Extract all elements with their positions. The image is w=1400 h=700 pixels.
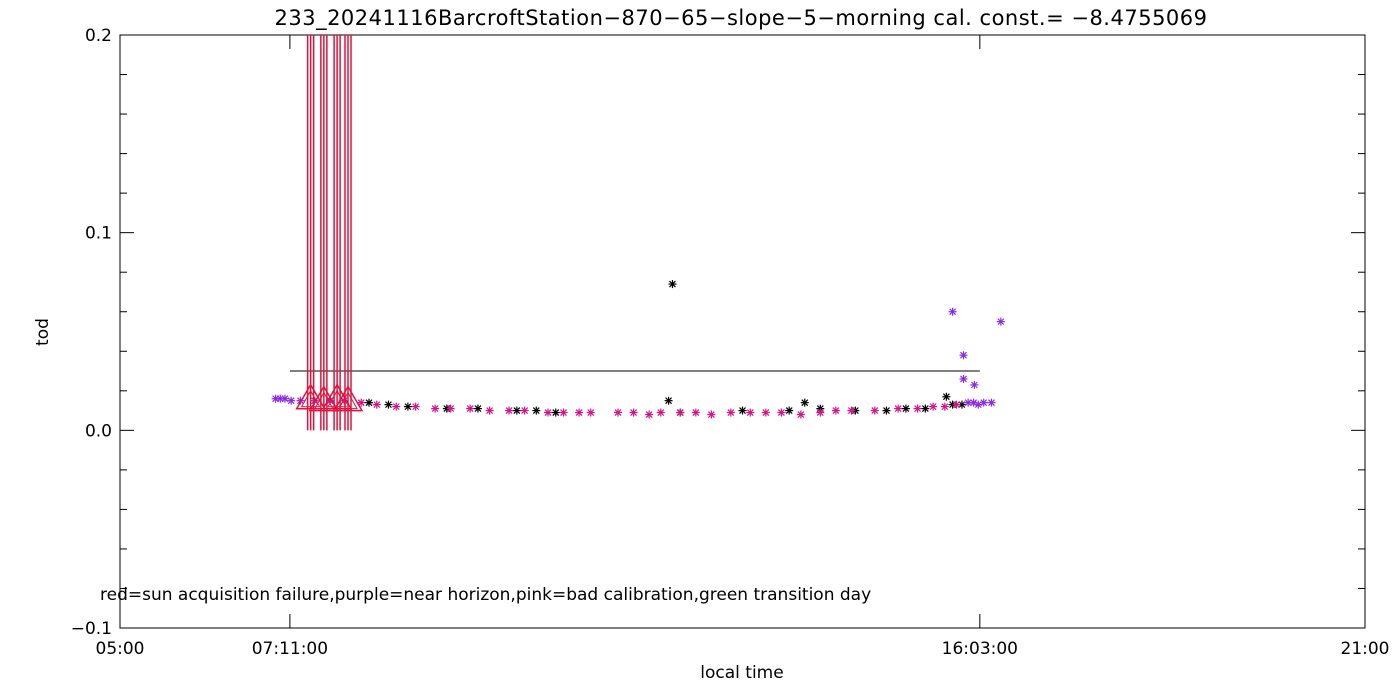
pink-point — [913, 404, 922, 413]
black-point — [473, 404, 482, 413]
pink-point — [411, 402, 420, 411]
pink-point — [520, 406, 529, 415]
purple-point — [979, 398, 988, 407]
purple-point — [948, 307, 957, 316]
pink-point — [870, 406, 879, 415]
data-points — [271, 35, 1005, 431]
red-failure-point — [321, 35, 353, 431]
black-point — [551, 408, 560, 417]
pink-point — [656, 408, 665, 417]
x-axis-label: local time — [700, 663, 783, 683]
black-point — [882, 406, 891, 415]
black-point — [365, 398, 373, 407]
pink-point — [796, 410, 805, 419]
pink-point — [431, 404, 440, 413]
y-tick-label: −0.1 — [71, 619, 112, 639]
pink-point — [629, 408, 638, 417]
pink-point — [831, 406, 840, 415]
pink-point — [392, 402, 401, 411]
pink-point — [614, 408, 622, 417]
pink-point — [505, 406, 514, 415]
pink-point — [816, 408, 825, 417]
purple-point — [970, 380, 979, 389]
black-point — [384, 400, 393, 409]
pink-point — [707, 410, 716, 419]
purple-point — [280, 394, 289, 403]
pink-point — [847, 406, 856, 415]
pink-point — [559, 408, 568, 417]
pink-point — [372, 400, 381, 409]
black-point — [738, 406, 747, 415]
pink-point — [940, 402, 949, 411]
black-point — [901, 404, 910, 413]
pink-point — [761, 408, 770, 417]
pink-point — [929, 402, 938, 411]
legend-note: red=sun acquisition failure,purple=near … — [100, 585, 871, 605]
x-tick-label: 16:03:00 — [942, 639, 1018, 659]
pink-point — [586, 408, 595, 417]
black-point — [800, 398, 809, 407]
pink-point — [691, 408, 700, 417]
black-point — [512, 406, 521, 415]
pink-point — [676, 408, 685, 417]
red-failure-point — [308, 35, 340, 431]
purple-point — [959, 351, 968, 360]
pink-point — [952, 400, 961, 409]
purple-point — [996, 317, 1005, 326]
pink-point — [645, 410, 654, 419]
axis-ticks: 05:00 07:11:00 16:03:00 21:00 −0.1 0.0 0.1 0.2 — [71, 26, 1390, 659]
black-point — [664, 396, 673, 405]
pink-point — [894, 404, 903, 413]
purple-point — [987, 398, 996, 407]
black-point — [957, 400, 966, 409]
black-point — [532, 406, 541, 415]
black-point — [942, 392, 951, 401]
y-tick-label: 0.2 — [85, 26, 112, 46]
pink-point — [466, 404, 475, 413]
x-tick-label: 05:00 — [96, 639, 145, 659]
pink-point — [485, 406, 494, 415]
pink-point — [746, 408, 755, 417]
pink-point — [777, 408, 786, 417]
purple-point — [959, 374, 968, 383]
pink-point — [446, 404, 455, 413]
red-failure-point — [332, 35, 364, 431]
red-failure-point — [295, 35, 326, 431]
y-axis-label: tod — [33, 318, 53, 346]
chart-title: 233_20241116BarcroftStation−870−65−slope… — [274, 6, 1207, 31]
x-tick-label: 07:11:00 — [252, 639, 328, 659]
black-point — [668, 280, 677, 289]
pink-point — [543, 408, 552, 417]
purple-point — [287, 396, 296, 405]
pink-point — [726, 408, 735, 417]
pink-point — [575, 408, 584, 417]
x-tick-label: 21:00 — [1341, 639, 1390, 659]
black-point — [785, 406, 794, 415]
plot-frame — [119, 34, 1366, 629]
y-tick-label: 0.0 — [85, 421, 112, 441]
black-point — [403, 402, 412, 411]
black-point — [921, 404, 930, 413]
y-tick-label: 0.1 — [85, 224, 112, 244]
